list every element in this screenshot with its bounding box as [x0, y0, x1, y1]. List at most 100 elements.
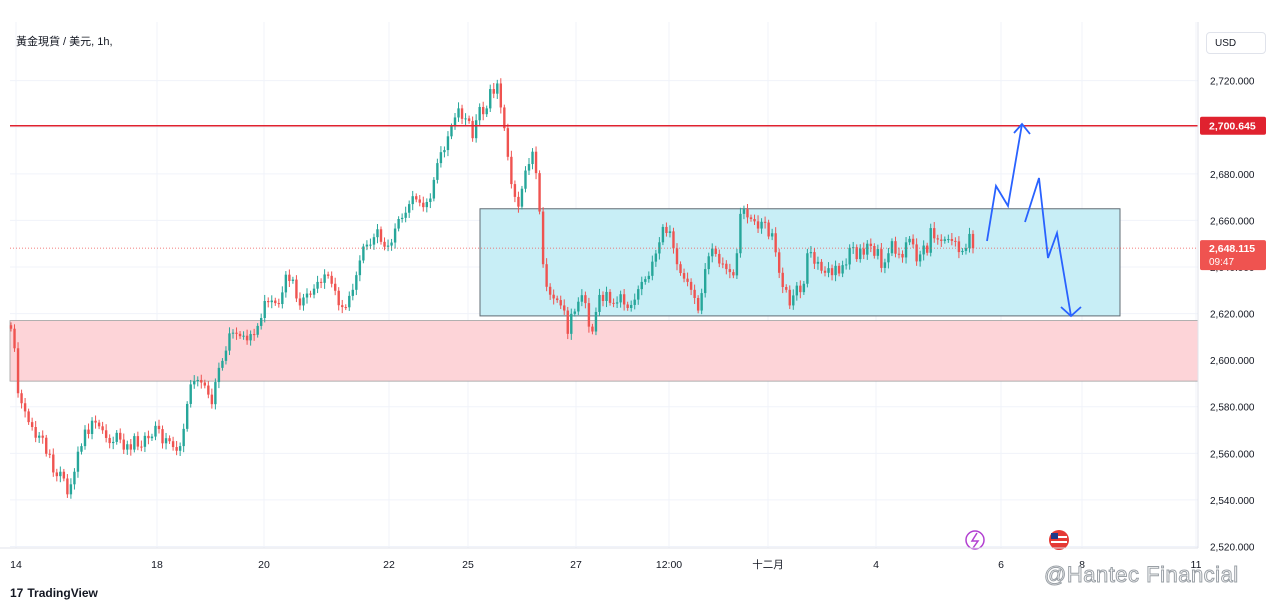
- candle[interactable]: [901, 250, 904, 263]
- candle[interactable]: [957, 236, 961, 259]
- candle[interactable]: [136, 431, 140, 451]
- candle[interactable]: [774, 227, 777, 257]
- candle[interactable]: [527, 157, 531, 175]
- lightning-event-icon[interactable]: [965, 530, 985, 550]
- candle[interactable]: [193, 375, 196, 389]
- candle[interactable]: [693, 284, 696, 305]
- currency-button[interactable]: USD: [1206, 32, 1266, 54]
- candle[interactable]: [682, 268, 686, 283]
- candle[interactable]: [228, 327, 231, 356]
- candle[interactable]: [281, 286, 284, 309]
- candle[interactable]: [104, 424, 108, 443]
- candle[interactable]: [404, 206, 407, 223]
- candle[interactable]: [270, 295, 273, 309]
- candle[interactable]: [185, 401, 189, 432]
- candle[interactable]: [358, 255, 362, 282]
- candle[interactable]: [154, 421, 157, 441]
- candle[interactable]: [379, 226, 383, 245]
- candle[interactable]: [341, 299, 344, 314]
- candle[interactable]: [644, 276, 647, 285]
- candle[interactable]: [584, 291, 587, 309]
- candle[interactable]: [725, 260, 728, 275]
- candle[interactable]: [548, 283, 552, 300]
- candle[interactable]: [171, 436, 175, 451]
- candle[interactable]: [133, 433, 136, 453]
- candle[interactable]: [880, 243, 883, 273]
- candle[interactable]: [873, 243, 876, 259]
- candle[interactable]: [175, 440, 178, 456]
- candle[interactable]: [711, 243, 714, 263]
- candle[interactable]: [76, 446, 80, 478]
- candle[interactable]: [964, 243, 968, 255]
- candle[interactable]: [295, 275, 298, 303]
- candle[interactable]: [474, 114, 478, 143]
- candle[interactable]: [83, 425, 87, 450]
- candle[interactable]: [196, 376, 199, 387]
- candle[interactable]: [954, 237, 957, 247]
- candle[interactable]: [355, 271, 358, 296]
- candle[interactable]: [767, 219, 770, 240]
- candle[interactable]: [732, 269, 735, 279]
- candle[interactable]: [298, 292, 302, 310]
- candle[interactable]: [481, 101, 485, 121]
- candle[interactable]: [224, 346, 228, 365]
- candle[interactable]: [887, 248, 890, 269]
- candle[interactable]: [647, 271, 651, 283]
- candle[interactable]: [637, 285, 640, 305]
- candle[interactable]: [605, 286, 608, 308]
- candle[interactable]: [330, 271, 333, 288]
- candle[interactable]: [918, 250, 922, 267]
- candle[interactable]: [570, 308, 573, 340]
- candle[interactable]: [45, 434, 48, 457]
- candle[interactable]: [622, 289, 626, 311]
- candle[interactable]: [150, 433, 154, 441]
- candle[interactable]: [795, 282, 799, 301]
- candle[interactable]: [925, 242, 929, 256]
- candle[interactable]: [936, 234, 939, 245]
- candle[interactable]: [478, 103, 481, 126]
- candle[interactable]: [538, 170, 541, 215]
- candle[interactable]: [168, 435, 171, 445]
- candle[interactable]: [489, 84, 492, 112]
- candle[interactable]: [411, 190, 414, 211]
- candle[interactable]: [559, 295, 562, 310]
- candle[interactable]: [510, 150, 513, 189]
- candle[interactable]: [337, 287, 340, 311]
- candle[interactable]: [66, 474, 69, 498]
- candle[interactable]: [552, 289, 555, 305]
- candle[interactable]: [97, 419, 101, 430]
- candle[interactable]: [633, 293, 636, 310]
- candle[interactable]: [157, 419, 161, 434]
- candle[interactable]: [499, 78, 503, 114]
- candle[interactable]: [238, 331, 242, 339]
- candle[interactable]: [672, 227, 675, 254]
- candle[interactable]: [147, 430, 150, 445]
- candle[interactable]: [735, 248, 739, 279]
- candle[interactable]: [140, 440, 143, 452]
- candle[interactable]: [834, 260, 837, 282]
- candle[interactable]: [189, 379, 192, 408]
- candle[interactable]: [859, 244, 862, 263]
- tradingview-logo[interactable]: 17 TradingView: [10, 586, 98, 600]
- candle[interactable]: [577, 297, 580, 316]
- candle[interactable]: [506, 123, 510, 161]
- candle[interactable]: [23, 398, 27, 418]
- candle[interactable]: [94, 415, 97, 429]
- candle[interactable]: [573, 308, 577, 317]
- candle[interactable]: [749, 214, 753, 222]
- candle[interactable]: [703, 263, 707, 298]
- candle[interactable]: [464, 113, 467, 125]
- candle[interactable]: [284, 271, 288, 298]
- candle[interactable]: [503, 104, 506, 131]
- candle[interactable]: [813, 248, 816, 269]
- candle[interactable]: [756, 215, 760, 233]
- candle[interactable]: [718, 249, 721, 268]
- candle[interactable]: [52, 448, 55, 477]
- candle[interactable]: [288, 269, 291, 288]
- candle[interactable]: [312, 284, 316, 299]
- candle[interactable]: [689, 278, 693, 296]
- candle[interactable]: [453, 113, 457, 130]
- candle[interactable]: [207, 381, 210, 399]
- candle[interactable]: [876, 244, 880, 260]
- candle[interactable]: [351, 283, 355, 301]
